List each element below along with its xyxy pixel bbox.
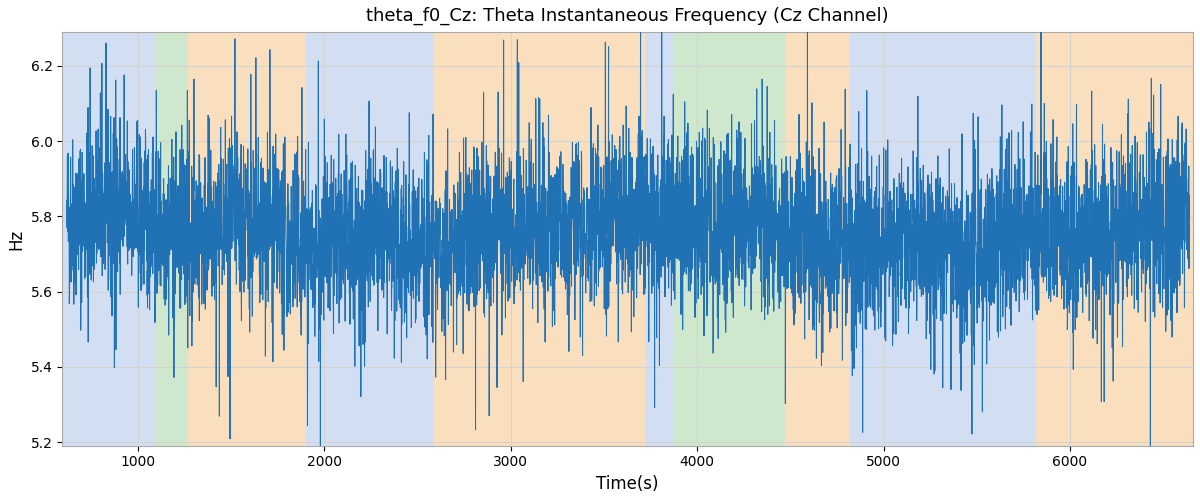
X-axis label: Time(s): Time(s) (596, 475, 659, 493)
Bar (1000, 32, 1037, 446)
Bar (673, 32, 785, 446)
Bar (434, 32, 644, 446)
Bar (850, 32, 1000, 446)
Bar (785, 32, 850, 446)
Title: theta_f0_Cz: Theta Instantaneous Frequency (Cz Channel): theta_f0_Cz: Theta Instantaneous Frequen… (366, 7, 889, 25)
Bar (188, 32, 306, 446)
Bar (1037, 32, 1193, 446)
Bar (306, 32, 410, 446)
Bar (410, 32, 434, 446)
Bar (156, 32, 188, 446)
Bar (644, 32, 673, 446)
Bar (62, 32, 156, 446)
Y-axis label: Hz: Hz (7, 228, 25, 250)
